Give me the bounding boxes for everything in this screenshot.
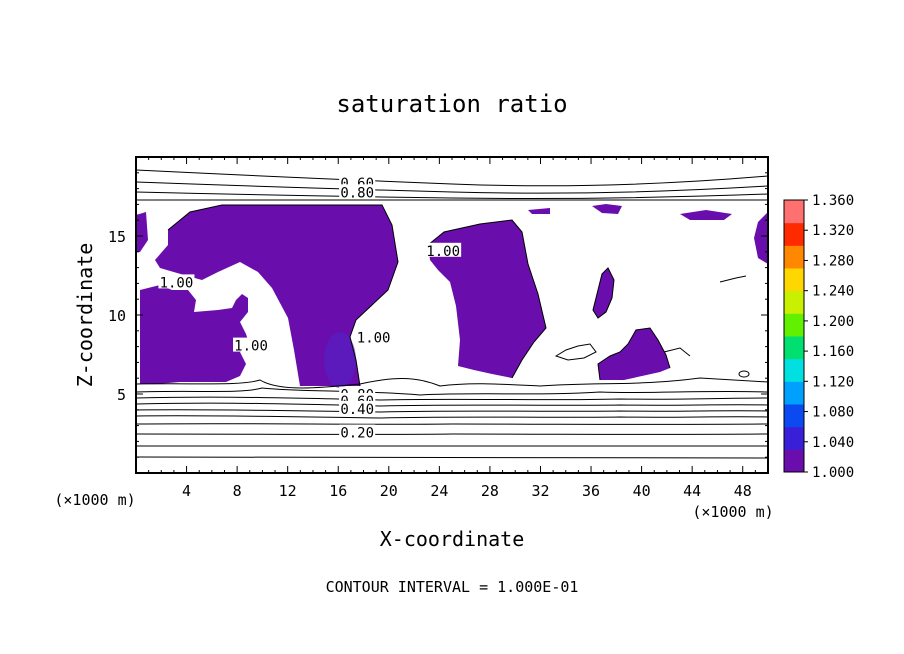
fill-region-right-edge [754, 212, 768, 264]
colorbar-tick-label: 1.040 [812, 435, 854, 451]
x-tick-label: 28 [481, 482, 499, 500]
fill-region-left [136, 212, 148, 252]
y-tick-label: 15 [108, 228, 126, 246]
contour-line-closed [738, 370, 750, 378]
fill-region-upper-right-a [592, 204, 622, 214]
contour-line [135, 377, 769, 389]
contour-line [135, 423, 769, 425]
contour-label: 0.80 [340, 185, 374, 201]
x-tick-label: 20 [380, 482, 398, 500]
fill-region-core-dark [324, 332, 356, 388]
x-tick-label: 48 [734, 482, 752, 500]
contour-line-closed [592, 267, 615, 319]
colorbar-segment [784, 404, 804, 428]
contour-line-closed [427, 219, 547, 379]
contour-label: 0.40 [340, 402, 374, 418]
contour-label-bg [355, 329, 392, 344]
colorbar-segment [784, 290, 804, 314]
colorbar-segment [784, 313, 804, 337]
colorbar-segment [784, 245, 804, 269]
contour-line [135, 387, 769, 396]
contour-label: 0.20 [340, 426, 374, 442]
supersaturation-fill [136, 204, 768, 388]
contour-label-bg [158, 274, 195, 289]
colorbar-segment [784, 336, 804, 360]
colorbar-segment [784, 358, 804, 382]
x-tick-label: 24 [430, 482, 448, 500]
plot-area: 0.600.801.001.001.001.000.800.600.400.20… [108, 156, 769, 500]
contour-line [135, 181, 769, 194]
colorbar-segment [784, 426, 804, 450]
contour-lines [135, 169, 769, 459]
colorbar-ticks: 1.360 1.320 1.280 1.240 1.200 1.160 1.120 1.080… [804, 193, 854, 481]
colorbar-tick-label: 1.120 [812, 374, 854, 390]
contour-labels: 0.600.801.001.001.001.000.800.600.400.20 [158, 174, 462, 442]
contour-label-bg [339, 400, 376, 415]
contour-label: 1.00 [426, 244, 460, 260]
fill-region-right-a [598, 328, 670, 380]
fill-region-lower-left [140, 285, 250, 384]
contour-label-bg [339, 424, 376, 439]
contour-line [135, 396, 769, 401]
fill-region-upper-right-b [680, 210, 732, 220]
colorbar-tick-label: 1.280 [812, 253, 854, 269]
contour-line-closed [663, 347, 691, 357]
contour-label-bg [339, 184, 376, 199]
fill-region-upper-mid [528, 208, 550, 214]
contour-line [135, 409, 769, 413]
x-tick-label: 16 [329, 482, 347, 500]
contour-line [135, 191, 769, 199]
contour-line-closed [167, 204, 399, 387]
colorbar-segment [784, 268, 804, 292]
y-tick-label: 5 [117, 386, 126, 404]
y-axis-ticks: 5 10 15 [108, 172, 768, 458]
contour-label-bg [233, 337, 270, 352]
chart-title: saturation ratio [336, 90, 567, 118]
x-unit-label-left: (×1000 m) [54, 491, 135, 509]
contour-label-bg [425, 242, 462, 257]
contour-line [135, 415, 769, 419]
contour-label: 1.00 [357, 331, 391, 347]
colorbar-segment [784, 381, 804, 405]
contour-line-closed [719, 275, 747, 283]
x-tick-label: 32 [531, 482, 549, 500]
contour-label: 1.00 [160, 275, 194, 291]
x-axis-label: X-coordinate [380, 527, 525, 551]
colorbar-tick-label: 1.320 [812, 223, 854, 239]
y-axis-label: Z-coordinate [73, 243, 97, 388]
contour-line-closed [597, 327, 671, 381]
colorbar-segment [784, 200, 804, 224]
y-tick-label: 10 [108, 307, 126, 325]
colorbar-segments [784, 200, 804, 473]
x-axis-ticks: 4 8 12 16 20 24 28 32 36 40 44 48 [148, 157, 756, 500]
colorbar-tick-label: 1.360 [812, 193, 854, 209]
contour-line [135, 402, 769, 407]
colorbar-segment [784, 222, 804, 246]
contour-label: 1.00 [234, 339, 268, 355]
contour-interval-note: CONTOUR INTERVAL = 1.000E-01 [326, 578, 579, 596]
x-tick-label: 4 [182, 482, 191, 500]
fill-region-center [428, 220, 546, 378]
x-unit-label-right: (×1000 m) [692, 503, 773, 521]
colorbar-segment [784, 449, 804, 473]
contour-line [135, 456, 769, 459]
colorbar-frame [783, 199, 805, 473]
colorbar-tick-label: 1.240 [812, 284, 854, 300]
x-tick-label: 36 [582, 482, 600, 500]
x-tick-label: 40 [633, 482, 651, 500]
colorbar-tick-label: 1.160 [812, 344, 854, 360]
x-tick-label: 8 [233, 482, 242, 500]
x-tick-label: 44 [683, 482, 701, 500]
colorbar-tick-label: 1.080 [812, 405, 854, 421]
colorbar-tick-label: 1.200 [812, 314, 854, 330]
contour-line-closed [554, 343, 597, 361]
x-tick-label: 12 [279, 482, 297, 500]
colorbar-tick-label: 1.000 [812, 465, 854, 481]
colorbar: 1.360 1.320 1.280 1.240 1.200 1.160 1.120 1.080… [783, 193, 854, 481]
contour-line [135, 169, 769, 187]
